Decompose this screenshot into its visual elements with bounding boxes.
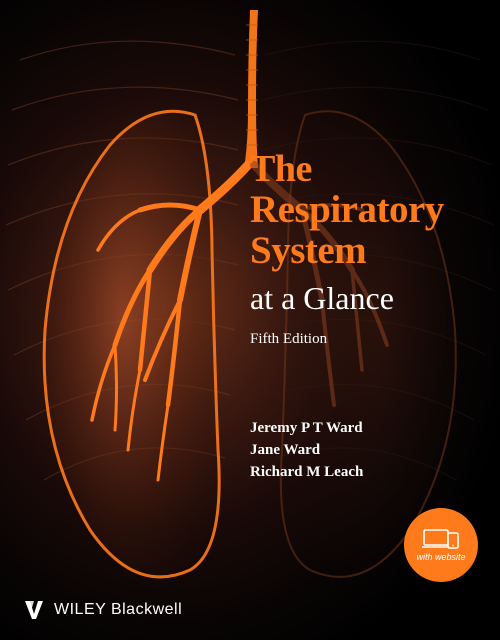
title-line-3: System	[250, 231, 480, 270]
author-1: Jeremy P T Ward	[250, 418, 363, 440]
edition: Fifth Edition	[250, 331, 480, 348]
book-cover: The Respiratory System at a Glance Fifth…	[0, 0, 500, 640]
title-block: The Respiratory System at a Glance Fifth…	[250, 150, 480, 348]
author-3: Richard M Leach	[250, 462, 363, 484]
publisher-logo-icon	[22, 598, 46, 622]
badge-text: with website	[416, 552, 465, 562]
publisher-name: WILEY Blackwell	[54, 601, 182, 619]
trachea	[244, 10, 258, 168]
author-2: Jane Ward	[250, 440, 363, 462]
subtitle: at a Glance	[250, 280, 480, 317]
author-list: Jeremy P T Ward Jane Ward Richard M Leac…	[250, 418, 363, 483]
title-line-1: The	[250, 150, 480, 188]
devices-icon	[422, 528, 460, 550]
left-bronchi	[92, 165, 248, 480]
left-lung-lobe	[44, 111, 219, 577]
website-badge: with website	[404, 508, 478, 582]
publisher-block: WILEY Blackwell	[22, 598, 182, 622]
title-line-2: Respiratory	[250, 190, 480, 229]
